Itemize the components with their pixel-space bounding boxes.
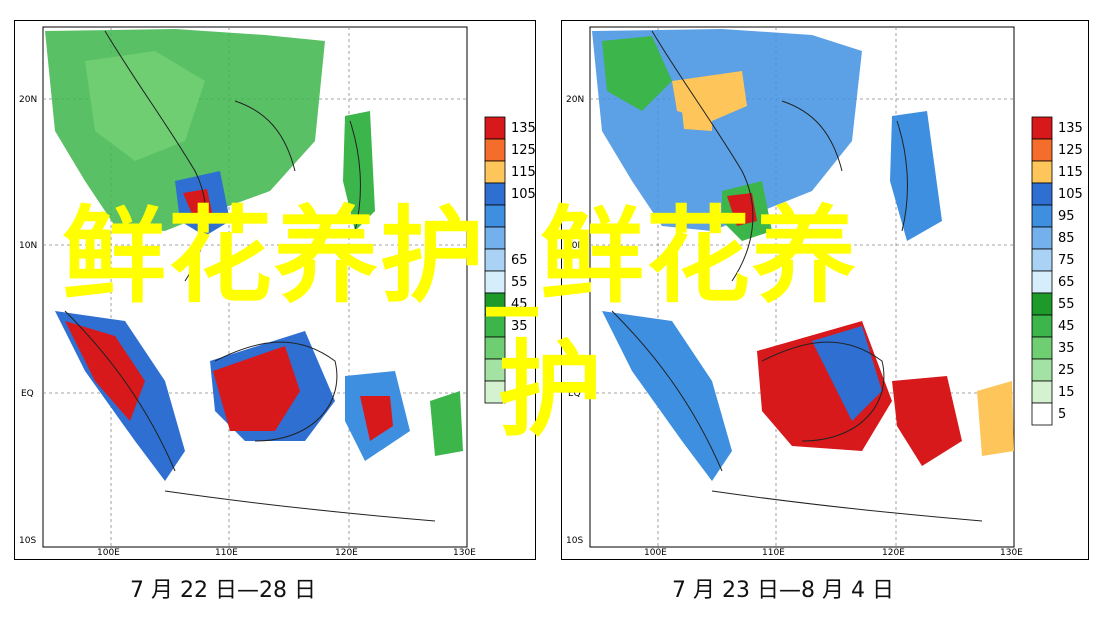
legend-label: 35 (1058, 341, 1075, 356)
lon-label: 120E (882, 548, 905, 558)
legend-swatch (1031, 116, 1053, 140)
lat-label: 20N (19, 95, 37, 105)
legend-label: 55 (1058, 297, 1075, 312)
lat-label: 10S (566, 536, 583, 546)
lon-label: 110E (215, 548, 238, 558)
lat-label: 10S (19, 536, 36, 546)
lat-label: 10N (566, 241, 584, 251)
legend-label: 75 (1058, 253, 1075, 268)
legend-swatch (484, 138, 506, 162)
legend-label: 25 (1058, 363, 1075, 378)
legend-swatch (1031, 182, 1053, 206)
lat-label: EQ (568, 389, 581, 399)
lon-label: 100E (97, 548, 120, 558)
legend-label: 45 (511, 297, 528, 312)
color-legend: 135 125 115 105 65 55 45 35 (484, 116, 536, 404)
legend-swatch (484, 160, 506, 184)
legend-label: 105 (511, 187, 536, 202)
map-panel-right: 20N 10N EQ 10S 100E 110E 120E 130E 135 12… (561, 20, 1089, 560)
legend-label: 85 (1058, 231, 1075, 246)
legend-swatch (1031, 138, 1053, 162)
legend-swatch (1031, 292, 1053, 316)
map-right: 20N 10N EQ 10S 100E 110E 120E 130E 135 12… (566, 26, 1083, 558)
legend-label: 35 (511, 319, 528, 334)
legend-label: 135 (1058, 121, 1083, 136)
legend-swatch (1031, 226, 1053, 250)
overlay-title-continued: 护 (498, 329, 605, 451)
map-left: 20N 10N EQ 10S 100E 110E 120E 130E 135 12… (19, 26, 536, 558)
legend-label: 125 (1058, 143, 1083, 158)
legend-label: 15 (1058, 385, 1075, 400)
legend-swatch (1031, 204, 1053, 228)
legend-label: 115 (511, 165, 536, 180)
lon-label: 110E (762, 548, 785, 558)
legend-label: 55 (511, 275, 528, 290)
legend-swatch (1031, 380, 1053, 404)
legend-swatch (1031, 336, 1053, 360)
legend-swatch (1031, 270, 1053, 294)
legend-label: 65 (1058, 275, 1075, 290)
legend-swatch (1031, 314, 1053, 338)
legend-label: 65 (511, 253, 528, 268)
legend-swatch (1031, 248, 1053, 272)
rainfall-field (45, 29, 463, 481)
legend-label: 105 (1058, 187, 1083, 202)
legend-label: 115 (1058, 165, 1083, 180)
lon-label: 100E (644, 548, 667, 558)
overlay-title: 鲜花养护_鲜花养 (62, 195, 859, 317)
legend-label: 5 (1058, 407, 1066, 422)
legend-label: 45 (1058, 319, 1075, 334)
legend-swatch (1031, 358, 1053, 382)
lon-label: 130E (453, 548, 476, 558)
lon-label: 130E (1000, 548, 1023, 558)
lat-label: 10N (19, 241, 37, 251)
legend-swatch (484, 116, 506, 140)
legend-label: 125 (511, 143, 536, 158)
map-caption-right: 7 月 23 日—8 月 4 日 (672, 578, 894, 603)
map-caption-left: 7 月 22 日—28 日 (130, 578, 316, 603)
lat-label: 20N (566, 95, 584, 105)
rainfall-field (592, 29, 1014, 481)
legend-swatch (1031, 160, 1053, 184)
legend-swatch (484, 380, 506, 404)
legend-label: 95 (1058, 209, 1075, 224)
color-legend: 135 125 115 105 95 85 75 65 55 45 35 25 15 5 (1031, 116, 1083, 426)
lon-label: 120E (335, 548, 358, 558)
map-panel-left: 20N 10N EQ 10S 100E 110E 120E 130E 135 12… (14, 20, 536, 560)
legend-label: 135 (511, 121, 536, 136)
lat-label: EQ (21, 389, 34, 399)
legend-swatch (1031, 402, 1053, 426)
